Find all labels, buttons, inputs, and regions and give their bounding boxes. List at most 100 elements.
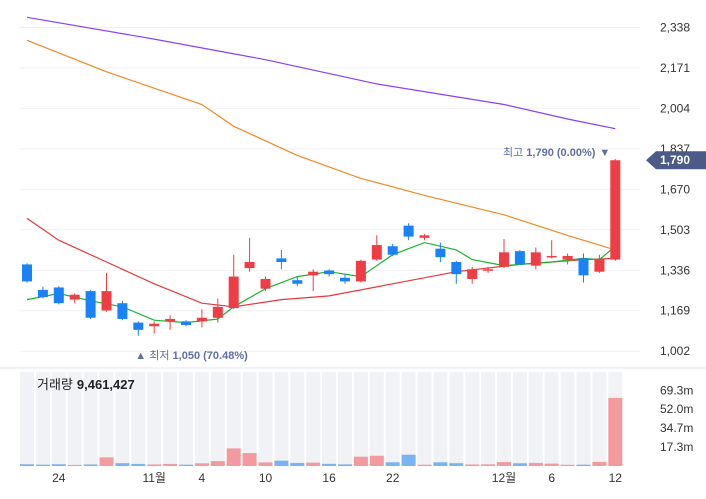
volume-slot: [131, 372, 146, 466]
volume-slot: [147, 372, 162, 466]
volume-slot: [576, 372, 591, 466]
volume-slot: [369, 372, 384, 466]
current-price-tag-shape: [646, 151, 706, 170]
volume-bar: [163, 463, 178, 466]
candle-body: [451, 262, 462, 275]
volume-value: 9,461,427: [77, 377, 135, 392]
volume-bar: [147, 464, 162, 466]
candle-body: [435, 248, 446, 258]
candle-body: [22, 264, 32, 282]
candle: [181, 320, 191, 327]
candle: [514, 249, 525, 265]
candle-body: [324, 270, 335, 275]
candle-body: [578, 258, 589, 276]
candle-body: [562, 255, 573, 260]
moving-average-line: [26, 217, 616, 308]
volume-bar: [274, 460, 289, 466]
candle: [403, 223, 414, 241]
candle: [165, 315, 176, 330]
volume-bar: [179, 464, 193, 466]
volume-tick-label: 52.0m: [660, 402, 693, 416]
candle-body: [37, 289, 48, 298]
candle: [292, 276, 303, 287]
candle: [467, 266, 478, 284]
candle-body: [419, 235, 430, 238]
candle-body: [610, 160, 621, 260]
candle-body: [196, 317, 207, 322]
candle: [276, 249, 287, 270]
volume-bar: [449, 463, 464, 466]
candle: [610, 159, 621, 261]
moving-averages: [26, 16, 616, 324]
date-tick-label: 12: [609, 471, 623, 485]
candle-body: [276, 258, 287, 263]
volume-bar: [512, 463, 527, 466]
volume-bar: [497, 462, 511, 466]
price-tick-label: 1,503: [660, 223, 690, 237]
date-tick-label: 4: [199, 471, 206, 485]
volume-slot: [210, 372, 225, 466]
volume-slot: [115, 372, 130, 466]
volume-label: 거래량: [37, 377, 73, 392]
volume-bar: [560, 464, 575, 466]
volume-slot: [338, 372, 352, 466]
candle-body: [355, 260, 366, 282]
price-tick-label: 2,338: [660, 20, 690, 34]
volume-bar: [226, 448, 241, 466]
price-tick-label: 1,670: [660, 182, 690, 196]
candle-body: [514, 251, 525, 265]
volume-bar: [322, 463, 337, 466]
candle: [228, 254, 239, 310]
candle: [578, 253, 589, 283]
moving-average-line: [26, 16, 616, 130]
volume-bar: [544, 463, 559, 466]
candle-body: [133, 322, 144, 330]
price-tick-label: 2,171: [660, 61, 690, 75]
low-annotation-value: 1,050 (70.48%): [173, 350, 249, 362]
high-annotation: 최고 1,790 (0.00%) ▼: [503, 146, 610, 159]
candle: [117, 300, 128, 321]
volume-bar: [385, 462, 400, 466]
candle: [133, 321, 144, 336]
candle: [37, 286, 48, 299]
volume-bar: [306, 462, 321, 466]
date-tick-label: 10: [259, 471, 273, 485]
up-arrow-icon: ▲: [135, 350, 149, 362]
volume-slot: [497, 372, 511, 466]
candle: [22, 263, 32, 283]
price-axis: 1,0021,1691,3361,5031,6701,8372,0042,171…: [660, 20, 690, 358]
volume-bar: [35, 464, 50, 466]
candle: [419, 234, 430, 241]
candle-body: [181, 321, 191, 326]
date-axis: 24 11월 4 10 16 22 12월 6 12: [52, 471, 622, 485]
candles: [22, 159, 621, 336]
volume-slot: [306, 372, 321, 466]
volume-bar: [67, 464, 82, 466]
volume-tick-label: 34.7m: [660, 421, 693, 435]
candle-body: [546, 255, 557, 258]
date-tick-label: 22: [386, 471, 400, 485]
volume-bar: [369, 455, 384, 466]
volume-slot: [163, 372, 178, 466]
candle-body: [499, 252, 509, 267]
low-annotation-label: 최저: [149, 349, 172, 362]
volume-title: 거래량 9,461,427: [37, 377, 135, 392]
candle: [546, 240, 557, 259]
candle-body: [530, 252, 541, 266]
candle-body: [117, 303, 128, 319]
candle-body: [292, 280, 303, 284]
volume-slot: [433, 372, 448, 466]
volume-bar: [194, 463, 209, 466]
candle: [69, 293, 80, 304]
date-tick-label: 12월: [492, 471, 516, 485]
volume-slot: [481, 372, 496, 466]
date-tick-label: 24: [52, 471, 66, 485]
candle: [530, 247, 541, 270]
candle-body: [69, 294, 80, 300]
candle-body: [260, 278, 271, 289]
volume-slot: [242, 372, 257, 466]
candle: [196, 309, 207, 328]
low-annotation: ▲ 최저 1,050 (70.48%): [135, 349, 248, 362]
candle-body: [165, 318, 176, 322]
